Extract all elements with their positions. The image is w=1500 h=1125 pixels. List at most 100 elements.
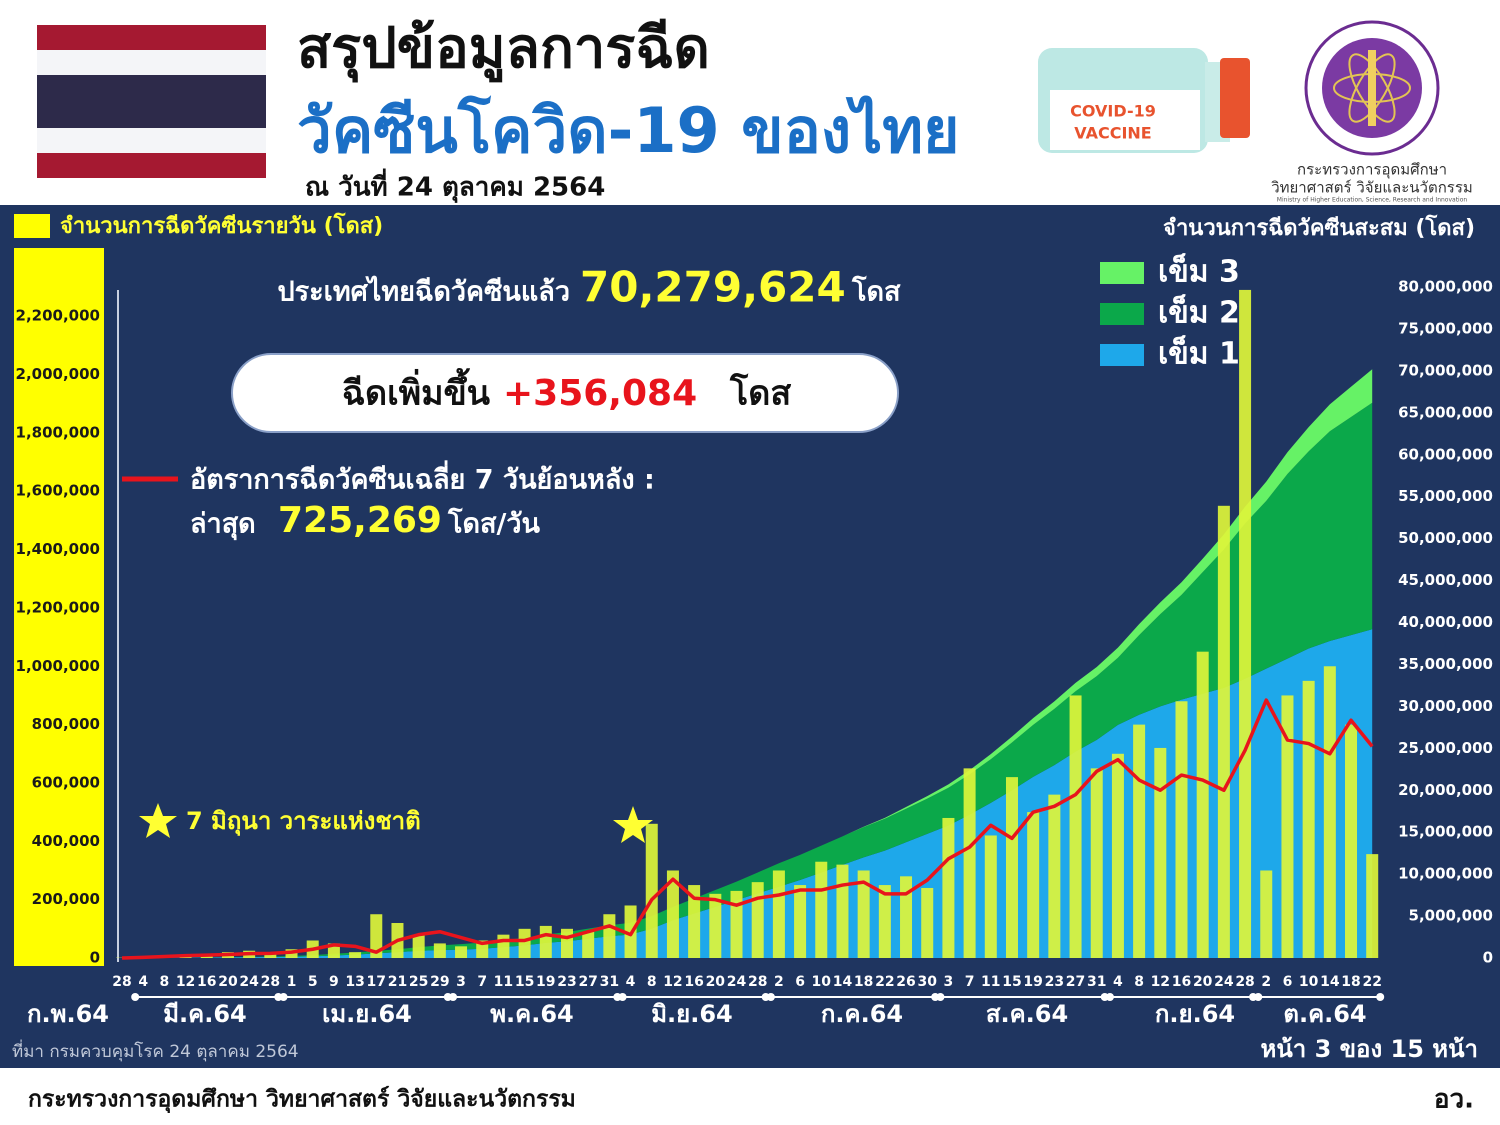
y2-tick-label: 5,000,000 (1409, 907, 1493, 925)
y-tick-label: 200,000 (32, 890, 100, 908)
bar (751, 882, 764, 958)
legend-label: เข็ม 3 (1158, 253, 1240, 290)
date: ณ วันที่ 24 ตุลาคม 2564 (305, 168, 605, 204)
x-tick-label: 28 (261, 974, 280, 990)
bar (1196, 651, 1209, 958)
x-tick-label: 29 (430, 974, 449, 990)
increase-box (231, 353, 899, 433)
bar (433, 943, 446, 958)
x-tick-label: 30 (917, 974, 937, 990)
x-tick-label: 20 (1193, 974, 1213, 990)
bar (836, 864, 849, 958)
ministry-name-en: Ministry of Higher Education, Science, R… (1277, 197, 1468, 204)
bar (1048, 794, 1061, 958)
bar (455, 946, 468, 958)
x-tick-label: 15 (1002, 974, 1021, 990)
month-label: ก.พ.64 (27, 1000, 109, 1028)
y-tick-label: 1,600,000 (16, 482, 100, 500)
x-tick-label: 23 (557, 974, 576, 990)
bar (1111, 753, 1124, 958)
total-value: 70,279,624 (580, 263, 846, 312)
area (122, 402, 1373, 958)
x-tick-label: 24 (1214, 974, 1234, 990)
x-tick-label: 23 (1045, 974, 1064, 990)
source: ที่มา กรมควบคุมโรค 24 ตุลาคม 2564 (12, 1039, 299, 1062)
month-dot (449, 993, 458, 1001)
x-tick-label: 7 (965, 974, 975, 990)
y2-tick-label: 0 (1483, 949, 1493, 967)
x-tick-label: 24 (727, 974, 747, 990)
legend-swatch (1100, 303, 1144, 325)
x-tick-label: 6 (795, 974, 805, 990)
ministry-name: วิทยาศาสตร์ วิจัยและนวัตกรรม (1271, 179, 1473, 197)
x-tick-label: 8 (647, 974, 657, 990)
bar (264, 952, 277, 958)
x-tick-label: 24 (239, 974, 259, 990)
y-tick-label: 0 (90, 949, 100, 967)
month-dot (1376, 993, 1385, 1001)
bar (349, 952, 362, 958)
month-label: พ.ค.64 (490, 1000, 574, 1028)
x-tick-label: 14 (1320, 974, 1340, 990)
y2-tick-label: 50,000,000 (1398, 529, 1493, 547)
month-dot (936, 993, 945, 1001)
total-label: ประเทศไทยฉีดวัคซีนแล้ว (277, 276, 570, 308)
x-tick-label: 10 (1299, 974, 1319, 990)
star-note: 7 มิถุนา วาระแห่งชาติ (186, 807, 421, 837)
y2-tick-label: 20,000,000 (1398, 781, 1493, 799)
bar (1260, 870, 1273, 958)
bar (1090, 768, 1103, 958)
bar (666, 870, 679, 958)
y2-tick-label: 35,000,000 (1398, 655, 1493, 673)
x-tick-label: 22 (875, 974, 894, 990)
x-tick-label: 3 (944, 974, 954, 990)
month-label: ก.ค.64 (821, 1000, 903, 1028)
bar (497, 934, 510, 958)
x-tick-label: 31 (600, 974, 619, 990)
y2-tick-label: 70,000,000 (1398, 361, 1493, 379)
month-dot (1105, 993, 1114, 1001)
y-tick-label: 1,200,000 (16, 598, 100, 616)
x-tick-label: 27 (1066, 974, 1085, 990)
vaccine-illustration: COVID-19 VACCINE (1038, 48, 1250, 153)
increase-label: ฉีดเพิ่มขึ้น (342, 368, 490, 414)
bar (942, 817, 955, 958)
bar (518, 928, 531, 958)
legend-swatch (14, 214, 50, 238)
legend-swatch (1100, 262, 1144, 284)
bar (794, 885, 807, 958)
x-tick-label: 22 (1362, 974, 1381, 990)
y2-tick-label: 55,000,000 (1398, 487, 1493, 505)
bar (370, 914, 383, 958)
y-tick-label: 600,000 (32, 773, 100, 791)
bar (1069, 695, 1082, 958)
x-tick-label: 19 (536, 974, 555, 990)
bar (645, 823, 658, 958)
x-tick-label: 18 (1341, 974, 1360, 990)
bar (709, 893, 722, 958)
vaccine-text: VACCINE (1074, 124, 1151, 143)
footer-ministry: กระทรวงการอุดมศึกษา วิทยาศาสตร์ วิจัยและ… (28, 1086, 576, 1114)
month-label: ส.ค.64 (986, 1000, 1068, 1028)
title: สรุปข้อมูลการฉีด (297, 16, 710, 83)
vaccine-text: COVID-19 (1070, 102, 1156, 121)
star-icon (613, 806, 653, 843)
x-tick-label: 28 (112, 974, 131, 990)
ministry-name: กระทรวงการอุดมศึกษา (1297, 161, 1447, 180)
y2-tick-label: 60,000,000 (1398, 445, 1493, 463)
x-tick-label: 2 (1261, 974, 1271, 990)
bar (1175, 701, 1188, 958)
bar (730, 890, 743, 958)
y-tick-label: 1,000,000 (16, 657, 100, 675)
latest-unit: โดส/วัน (447, 507, 541, 540)
bar (1239, 289, 1252, 959)
bar (878, 885, 891, 958)
bar (1302, 680, 1315, 958)
title: วัคซีนโควิด-19 ของไทย (297, 94, 959, 167)
bar (1027, 812, 1040, 958)
month-dot (1254, 993, 1263, 1001)
increase-value: +356,084 (503, 373, 697, 414)
legend-label: เข็ม 2 (1158, 294, 1240, 331)
bar (857, 870, 870, 958)
x-tick-label: 7 (477, 974, 487, 990)
